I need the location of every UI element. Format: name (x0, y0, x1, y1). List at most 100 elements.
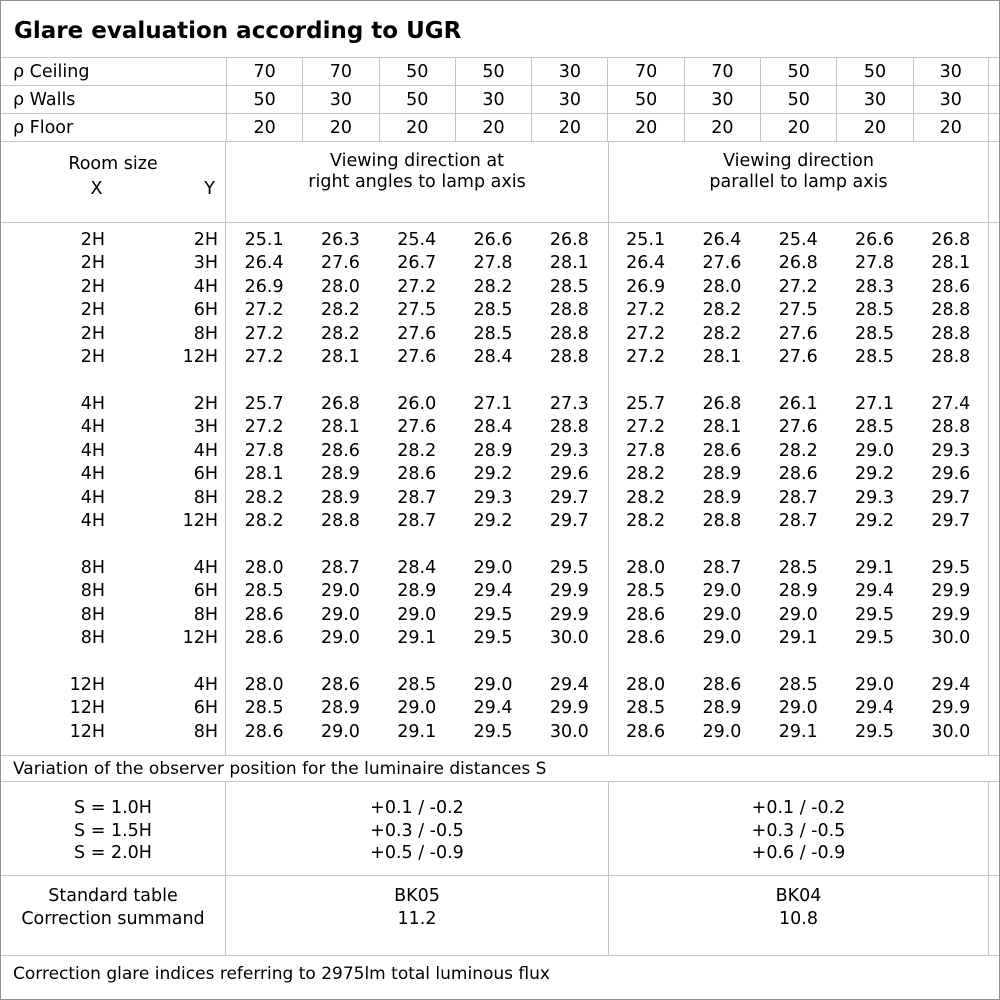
ugr-value-parallel: 27.5 (778, 300, 818, 321)
ugr-value-right-angles: 29.0 (320, 721, 360, 742)
ugr-value-right-angles: 27.3 (549, 393, 589, 414)
room-size-y: 12H (182, 511, 218, 532)
ugr-value-right-angles: 28.5 (397, 674, 437, 695)
title-bar: Glare evaluation according to UGR (1, 1, 999, 58)
ugr-value-parallel: 29.0 (855, 674, 894, 695)
grid-divider (608, 223, 609, 755)
parallel-heading: Viewing direction parallel to lamp axis (609, 142, 989, 222)
reflectance-label: ρ Ceiling (13, 61, 90, 82)
ugr-value-right-angles: 28.6 (244, 721, 284, 742)
reflectance-row: ρ Walls 50 30 50 30 30 50 30 50 30 30 (1, 86, 999, 114)
ugr-value-right-angles: 27.2 (397, 276, 437, 297)
ugr-value-right-angles: 30.0 (549, 721, 589, 742)
ugr-value-right-angles: 29.9 (549, 604, 589, 625)
reflectance-value: 20 (836, 114, 912, 141)
room-size-x: 2H (80, 300, 105, 321)
ugr-value-parallel: 28.6 (626, 628, 666, 649)
ugr-value-parallel: 29.0 (778, 698, 818, 719)
ugr-value-right-angles: 28.8 (549, 417, 589, 438)
ugr-row: 4H 3H 27.2 28.1 27.6 28.4 28.8 27.2 28.1 27.6 28.5… (1, 416, 999, 440)
variation-value-parallel: +0.3 / -0.5 (751, 820, 846, 841)
standard-table-parallel: BK04 (775, 886, 822, 906)
ugr-value-parallel: 28.2 (702, 300, 742, 321)
ugr-value-right-angles: 30.0 (549, 628, 589, 649)
ugr-value-right-angles: 27.2 (244, 347, 284, 368)
ugr-value-right-angles: 29.4 (473, 698, 513, 719)
ugr-value-parallel: 29.0 (702, 604, 742, 625)
reflectance-value: 20 (302, 114, 378, 141)
ugr-group: 12H 4H 28.0 28.6 28.5 29.0 29.4 28.0 28.6 28.5 29.… (1, 673, 999, 744)
ugr-value-right-angles: 28.7 (397, 511, 437, 532)
ugr-value-right-angles: 28.9 (397, 581, 437, 602)
ugr-value-parallel: 29.9 (931, 581, 971, 602)
footer-note: Correction glare indices referring to 29… (13, 964, 550, 984)
ugr-value-parallel: 29.5 (855, 721, 894, 742)
ugr-value-parallel: 26.1 (778, 393, 818, 414)
room-size-x: 8H (80, 628, 105, 649)
reflectance-rows: ρ Ceiling 70 70 50 50 30 70 70 50 50 30 ρ Walls 50 30… (1, 58, 999, 142)
ugr-value-parallel: 27.2 (626, 323, 666, 344)
ugr-row: 2H 8H 27.2 28.2 27.6 28.5 28.8 27.2 28.2 27.6 28.5… (1, 322, 999, 346)
ugr-value-parallel: 28.5 (855, 417, 894, 438)
ugr-value-parallel: 28.2 (778, 440, 818, 461)
ugr-value-parallel: 29.0 (702, 721, 742, 742)
ugr-value-right-angles: 27.6 (397, 323, 437, 344)
ugr-value-right-angles: 27.6 (397, 417, 437, 438)
ugr-value-right-angles: 29.0 (320, 581, 360, 602)
reflectance-value: 20 (531, 114, 607, 141)
ugr-value-parallel: 29.7 (931, 511, 971, 532)
ugr-value-parallel: 29.7 (931, 487, 971, 508)
ugr-value-parallel: 28.8 (702, 511, 742, 532)
variation-value-right-angles: +0.1 / -0.2 (370, 798, 464, 818)
ugr-value-parallel: 29.0 (702, 628, 742, 649)
room-xy-header: X Y (1, 179, 225, 199)
correction-summand-parallel: 10.8 (779, 909, 818, 929)
reflectance-value: 20 (912, 114, 989, 141)
ugr-table-body: 2H 2H 25.1 26.3 25.4 26.6 26.8 25.1 26.4 25.4 26.6… (1, 223, 999, 756)
ugr-value-right-angles: 28.6 (244, 604, 284, 625)
ugr-value-parallel: 28.6 (931, 276, 971, 297)
ugr-value-parallel: 28.9 (778, 581, 818, 602)
ugr-value-right-angles: 29.0 (397, 698, 437, 719)
reflectance-value: 20 (226, 114, 302, 141)
room-size-x: 2H (80, 276, 105, 297)
ugr-value-parallel: 29.5 (855, 604, 894, 625)
ugr-value-right-angles: 28.4 (473, 417, 513, 438)
room-size-x: 12H (69, 698, 105, 719)
variation-note-row: Variation of the observer position for t… (1, 756, 999, 782)
reflectance-value: 20 (607, 114, 683, 141)
ugr-value-parallel: 28.2 (626, 511, 666, 532)
ugr-value-parallel: 29.3 (855, 487, 894, 508)
ugr-value-right-angles: 26.7 (397, 253, 437, 274)
reflectance-label: ρ Walls (13, 89, 76, 110)
room-size-y: 12H (182, 347, 218, 368)
ugr-group: 4H 2H 25.7 26.8 26.0 27.1 27.3 25.7 26.8 26.1 27.1… (1, 392, 999, 533)
ugr-value-parallel: 28.2 (626, 464, 666, 485)
variation-value-parallel: +0.6 / -0.9 (751, 843, 846, 863)
ugr-value-right-angles: 28.2 (397, 440, 437, 461)
ugr-value-right-angles: 28.8 (549, 300, 589, 321)
room-size-y: 6H (193, 464, 218, 485)
reflectance-value: 30 (836, 86, 912, 113)
ugr-value-parallel: 28.8 (931, 323, 971, 344)
room-size-x: 4H (80, 417, 105, 438)
y-column-label: Y (204, 179, 215, 199)
ugr-value-right-angles: 27.5 (397, 300, 437, 321)
reflectance-value: 70 (683, 58, 760, 85)
room-size-x: 4H (80, 487, 105, 508)
ugr-row: 12H 8H 28.6 29.0 29.1 29.5 30.0 28.6 29.0 29.1 29.… (1, 720, 999, 744)
ugr-value-right-angles: 28.4 (397, 557, 437, 578)
reflectance-value: 30 (531, 86, 607, 113)
ugr-value-parallel: 29.4 (855, 698, 894, 719)
ugr-value-right-angles: 28.8 (320, 511, 360, 532)
ugr-value-parallel: 28.8 (931, 347, 971, 368)
variation-label: S = 1.0H (74, 798, 152, 818)
reflectance-value: 30 (531, 58, 607, 85)
ugr-value-parallel: 26.6 (855, 229, 894, 250)
ugr-value-parallel: 27.4 (931, 393, 971, 414)
ugr-value-right-angles: 29.0 (473, 674, 513, 695)
variation-label: S = 1.5H (74, 820, 152, 841)
ugr-value-right-angles: 28.1 (549, 253, 589, 274)
ugr-value-parallel: 28.0 (626, 674, 666, 695)
